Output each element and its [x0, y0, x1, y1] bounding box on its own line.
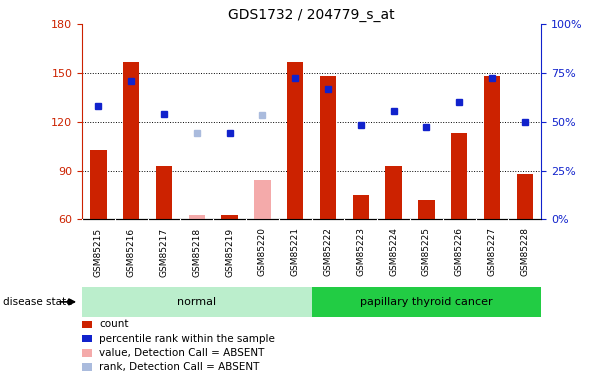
Bar	[484, 76, 500, 219]
Title: GDS1732 / 204779_s_at: GDS1732 / 204779_s_at	[228, 8, 395, 22]
Text: GSM85219: GSM85219	[225, 228, 234, 277]
Text: GSM85221: GSM85221	[291, 228, 300, 276]
Text: GSM85224: GSM85224	[389, 228, 398, 276]
Bar	[451, 133, 468, 219]
Bar	[123, 62, 139, 219]
Text: GSM85223: GSM85223	[356, 228, 365, 276]
Text: GSM85220: GSM85220	[258, 228, 267, 276]
Text: GSM85222: GSM85222	[323, 228, 333, 276]
Bar	[254, 180, 271, 219]
Bar	[385, 166, 402, 219]
Bar	[82, 287, 311, 317]
Bar	[517, 174, 533, 219]
Text: papillary thyroid cancer: papillary thyroid cancer	[360, 297, 492, 307]
Bar	[418, 200, 435, 219]
Text: GSM85228: GSM85228	[520, 228, 529, 276]
Text: GSM85216: GSM85216	[126, 228, 136, 277]
Text: GSM85225: GSM85225	[422, 228, 431, 276]
Text: GSM85218: GSM85218	[192, 228, 201, 277]
Text: GSM85227: GSM85227	[488, 228, 497, 276]
Text: rank, Detection Call = ABSENT: rank, Detection Call = ABSENT	[99, 362, 260, 372]
Text: GSM85215: GSM85215	[94, 228, 103, 277]
Text: disease state: disease state	[3, 297, 72, 307]
Bar	[320, 76, 336, 219]
Bar	[353, 195, 369, 219]
Text: value, Detection Call = ABSENT: value, Detection Call = ABSENT	[99, 348, 264, 358]
Bar	[287, 62, 303, 219]
Text: percentile rank within the sample: percentile rank within the sample	[99, 334, 275, 344]
Bar	[188, 214, 205, 219]
Text: normal: normal	[178, 297, 216, 307]
Bar	[156, 166, 172, 219]
Bar	[90, 150, 106, 219]
Text: GSM85217: GSM85217	[159, 228, 168, 277]
Bar	[221, 214, 238, 219]
Bar	[311, 287, 541, 317]
Text: GSM85226: GSM85226	[455, 228, 464, 276]
Text: count: count	[99, 320, 129, 329]
